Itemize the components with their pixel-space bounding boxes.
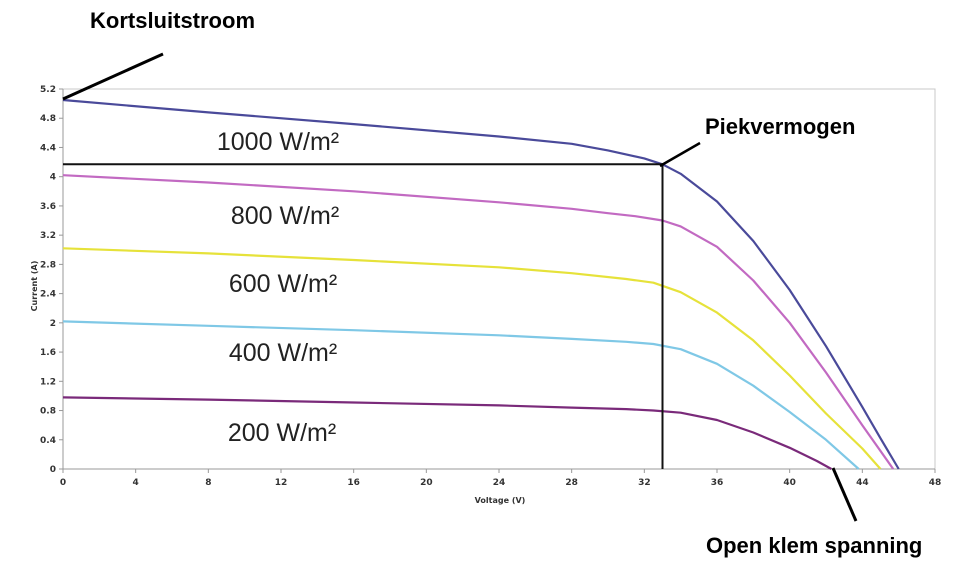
annotation-short-circuit: Kortsluitstroom	[90, 8, 255, 33]
pointer-peak-power	[659, 141, 701, 168]
y-tick-label: 4.4	[40, 143, 56, 153]
y-tick-label: 0.8	[40, 407, 56, 417]
y-tick-label: 4.8	[40, 114, 56, 124]
y-tick-label: 5.2	[40, 85, 56, 95]
x-tick-label: 36	[711, 478, 724, 488]
y-tick-label: 4	[50, 173, 56, 183]
x-tick-label: 24	[493, 478, 506, 488]
y-tick-label: 0	[50, 465, 56, 475]
y-tick-label: 3.2	[40, 231, 56, 241]
series-line-5	[62, 396, 832, 470]
series-label-3: 600 W/m²	[229, 270, 337, 298]
series-line-4	[62, 320, 860, 470]
pointer-open-circuit	[831, 467, 858, 522]
x-tick-label: 16	[347, 478, 360, 488]
y-axis-label: Current (A)	[30, 261, 39, 312]
series-line-1	[62, 98, 900, 470]
series-label-4: 400 W/m²	[229, 339, 337, 367]
series-line-3	[62, 247, 882, 470]
pointer-short-circuit	[62, 52, 164, 101]
x-tick-label: 40	[783, 478, 796, 488]
y-tick-label: 2	[50, 319, 56, 329]
y-tick-label: 3.6	[40, 202, 56, 212]
x-tick-label: 8	[205, 478, 211, 488]
series-label-2: 800 W/m²	[231, 202, 339, 230]
ticks-layer: 0 4 8 12 16 20 24 28 32 36 40 44 4800.40.81.21.622.4…	[40, 85, 941, 488]
x-axis-label: Voltage (V)	[475, 496, 526, 505]
y-tick-label: 1.2	[40, 377, 56, 387]
peak-lines	[63, 163, 664, 469]
y-tick-label: 1.6	[40, 348, 56, 358]
y-tick-label: 2.4	[40, 290, 56, 300]
x-tick-label: 32	[638, 478, 651, 488]
x-tick-label: 28	[565, 478, 578, 488]
x-tick-label: 44	[856, 478, 869, 488]
annotation-open-circuit: Open klem spanning	[706, 533, 922, 558]
x-tick-label: 20	[420, 478, 433, 488]
series-label-1: 1000 W/m²	[217, 128, 339, 156]
y-tick-label: 2.8	[40, 260, 56, 270]
series-label-5: 200 W/m²	[228, 419, 336, 447]
x-tick-label: 12	[275, 478, 288, 488]
x-tick-label: 48	[929, 478, 942, 488]
plot-area	[62, 88, 936, 470]
annotation-peak-power: Piekvermogen	[705, 114, 855, 139]
x-tick-label: 4	[133, 478, 139, 488]
x-tick-label: 0	[60, 478, 66, 488]
series-labels: 1000 W/m² 800 W/m² 600 W/m² 400 W/m² 200 W/m…	[217, 128, 339, 447]
y-tick-label: 0.4	[40, 436, 56, 446]
